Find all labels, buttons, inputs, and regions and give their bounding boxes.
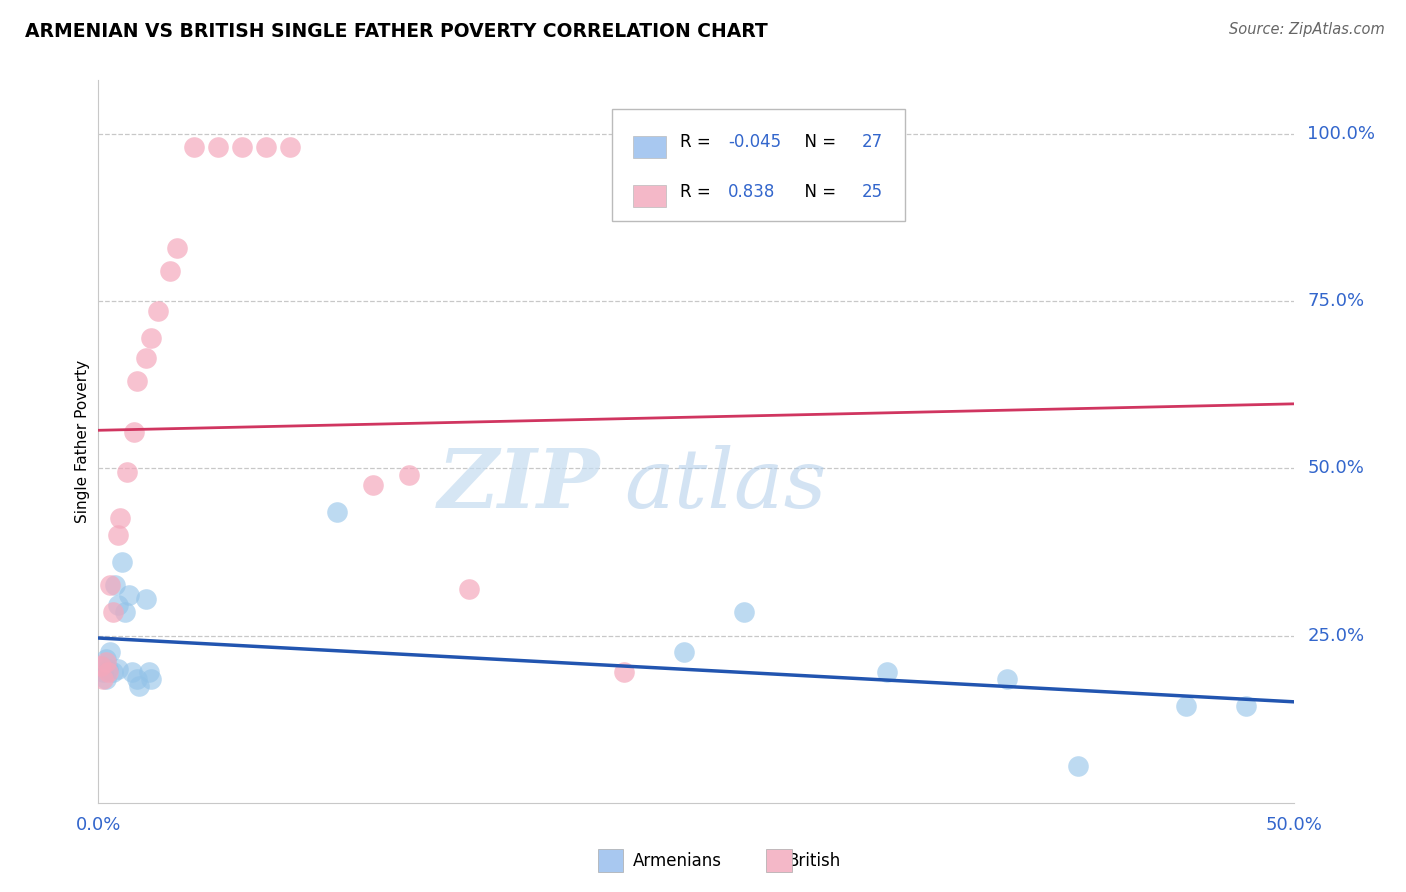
- Text: 25.0%: 25.0%: [1308, 626, 1365, 645]
- Point: [97, 665, 120, 680]
- Point: [207, 140, 229, 154]
- Point: [97, 662, 120, 676]
- Point: [101, 665, 124, 680]
- Point: [278, 140, 301, 154]
- Point: [114, 605, 136, 619]
- Bar: [633, 185, 666, 207]
- Point: [148, 304, 170, 318]
- Text: -0.045: -0.045: [728, 133, 782, 151]
- Text: 75.0%: 75.0%: [1308, 292, 1365, 310]
- Point: [107, 528, 129, 542]
- Point: [94, 652, 117, 666]
- Point: [125, 375, 148, 389]
- Text: R =: R =: [681, 133, 717, 151]
- Point: [458, 582, 481, 596]
- Point: [254, 140, 277, 154]
- Point: [98, 578, 122, 592]
- Point: [135, 351, 157, 365]
- Text: 0.838: 0.838: [728, 183, 776, 202]
- Text: ARMENIAN VS BRITISH SINGLE FATHER POVERTY CORRELATION CHART: ARMENIAN VS BRITISH SINGLE FATHER POVERT…: [25, 22, 768, 41]
- Point: [1175, 698, 1198, 713]
- Text: Source: ZipAtlas.com: Source: ZipAtlas.com: [1229, 22, 1385, 37]
- Point: [1067, 759, 1090, 773]
- Point: [125, 672, 148, 686]
- Point: [166, 241, 188, 255]
- Point: [733, 605, 755, 619]
- Point: [121, 665, 143, 680]
- Point: [98, 645, 122, 659]
- Point: [118, 589, 141, 603]
- Y-axis label: Single Father Poverty: Single Father Poverty: [75, 360, 90, 523]
- Point: [995, 672, 1018, 686]
- Text: atlas: atlas: [624, 445, 827, 524]
- Point: [94, 655, 117, 669]
- Point: [398, 467, 420, 482]
- FancyBboxPatch shape: [613, 109, 905, 221]
- Point: [139, 672, 162, 686]
- Point: [363, 478, 385, 492]
- Point: [124, 425, 146, 439]
- Point: [159, 264, 181, 278]
- Text: R =: R =: [681, 183, 721, 202]
- Bar: [633, 136, 666, 158]
- Point: [94, 672, 117, 686]
- Point: [138, 665, 160, 680]
- Point: [104, 578, 127, 592]
- Point: [115, 465, 138, 479]
- Point: [90, 658, 112, 673]
- Point: [111, 555, 134, 569]
- Point: [91, 665, 114, 680]
- Point: [673, 645, 696, 659]
- Text: 100.0%: 100.0%: [1308, 125, 1375, 143]
- Point: [183, 140, 205, 154]
- Point: [107, 662, 129, 676]
- Point: [139, 331, 162, 345]
- Point: [107, 599, 129, 613]
- Point: [326, 505, 349, 519]
- Point: [128, 679, 150, 693]
- Point: [231, 140, 253, 154]
- Point: [613, 665, 636, 680]
- Point: [1234, 698, 1257, 713]
- Point: [90, 658, 112, 673]
- Text: N =: N =: [794, 133, 841, 151]
- Text: 27: 27: [862, 133, 883, 151]
- Text: British: British: [787, 852, 841, 870]
- Point: [876, 665, 898, 680]
- Text: 50.0%: 50.0%: [1308, 459, 1364, 477]
- Text: N =: N =: [794, 183, 841, 202]
- Text: ZIP: ZIP: [437, 445, 600, 524]
- Point: [108, 511, 131, 525]
- Text: Armenians: Armenians: [633, 852, 721, 870]
- Text: 25: 25: [862, 183, 883, 202]
- Point: [101, 605, 124, 619]
- Point: [91, 672, 114, 686]
- Point: [135, 591, 157, 606]
